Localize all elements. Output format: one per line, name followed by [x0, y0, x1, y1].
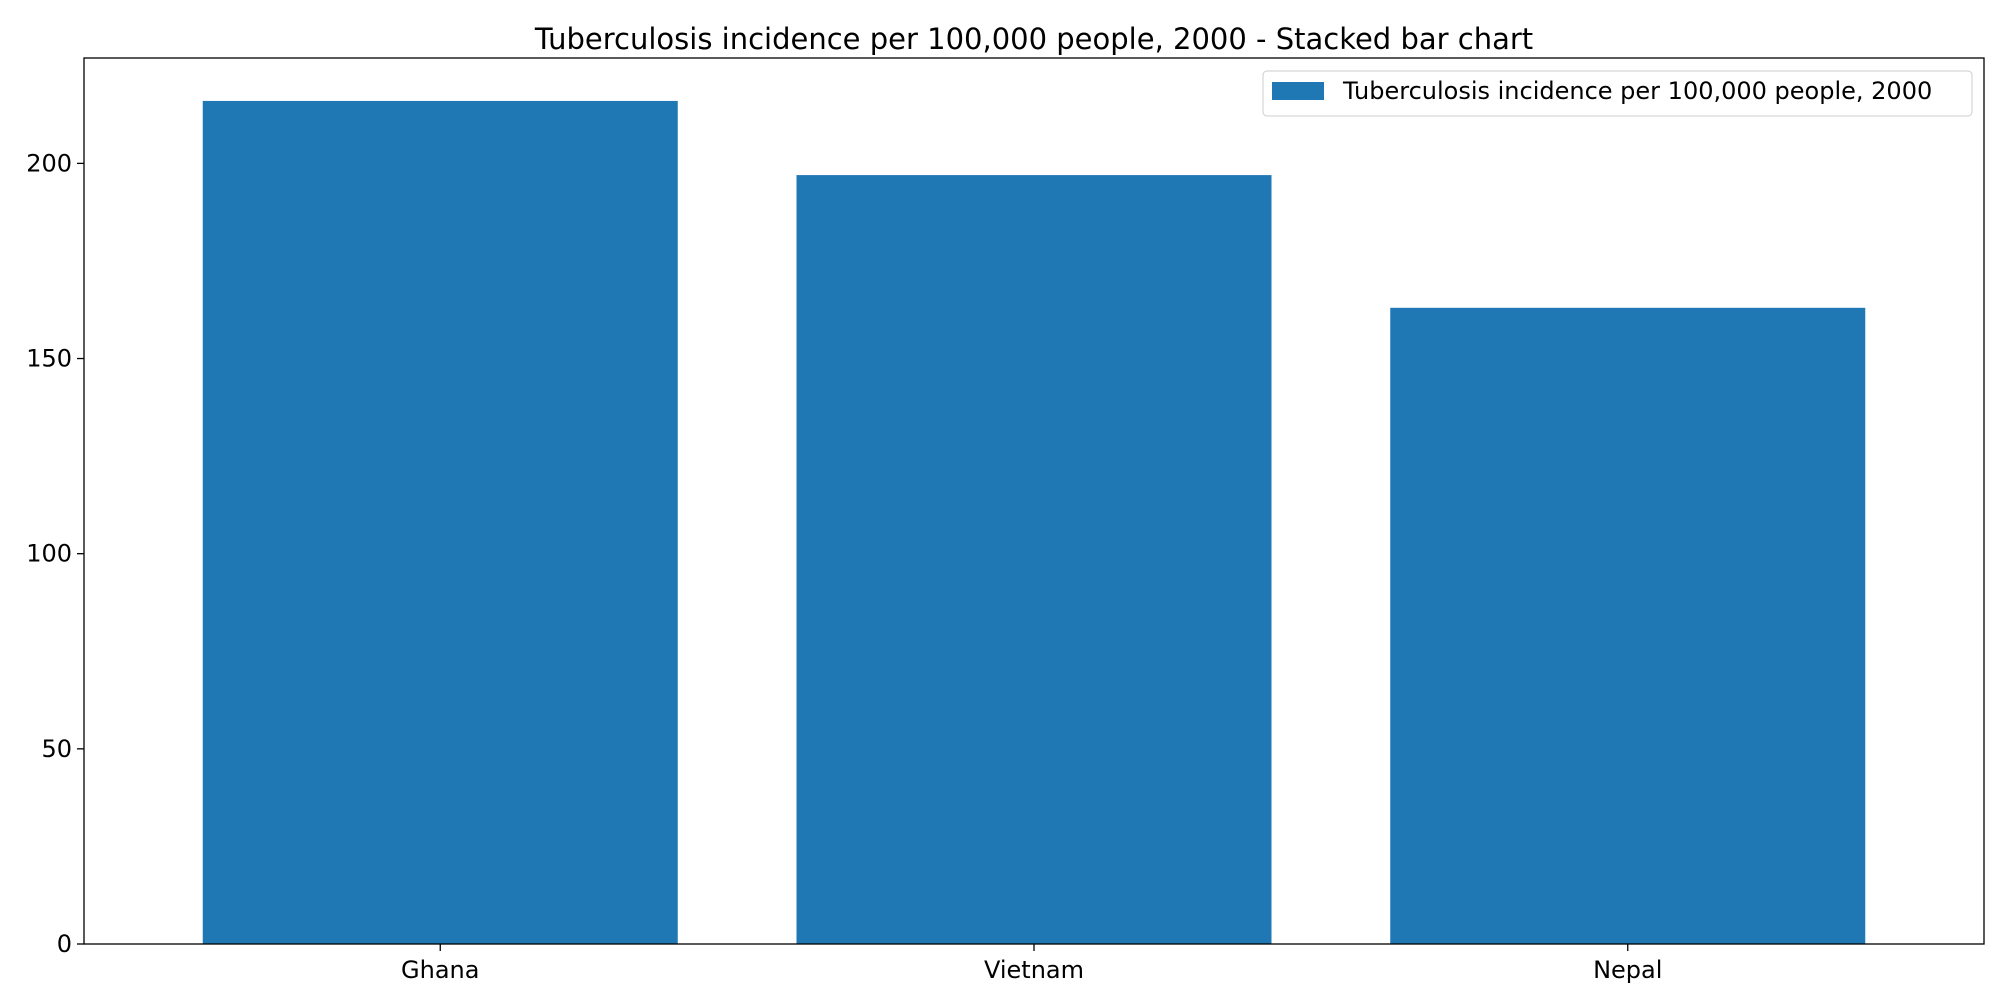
legend: Tuberculosis incidence per 100,000 peopl… [1262, 70, 1973, 117]
x-axis: Ghana Vietnam Nepal [401, 944, 1662, 984]
x-tick-label: Ghana [401, 956, 479, 984]
bars-layer [202, 100, 1866, 945]
plot-frame [83, 57, 1985, 945]
chart-title: Tuberculosis incidence per 100,000 peopl… [534, 22, 1533, 56]
y-tick-label: 100 [26, 540, 72, 568]
legend-box [1262, 70, 1973, 117]
y-tick-label: 0 [57, 930, 72, 958]
y-axis: 0 50 100 150 200 [26, 149, 84, 958]
y-tick-label: 150 [26, 345, 72, 373]
legend-label: Tuberculosis incidence per 100,000 peopl… [1342, 77, 1932, 105]
x-tick-label: Vietnam [984, 956, 1084, 984]
x-tick-label: Nepal [1593, 956, 1662, 984]
y-tick-label: 200 [26, 149, 72, 177]
bar-vietnam [796, 175, 1272, 944]
y-tick-label: 50 [41, 735, 72, 763]
bar-nepal [1390, 307, 1866, 944]
bar-ghana [202, 100, 678, 945]
legend-swatch [1272, 82, 1324, 100]
